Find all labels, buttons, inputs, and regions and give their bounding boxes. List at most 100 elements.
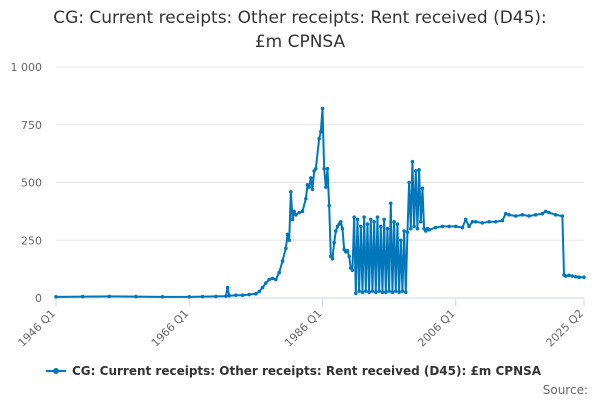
data-point [463, 217, 468, 222]
data-point [224, 294, 228, 298]
data-point [284, 246, 288, 251]
data-point [294, 213, 298, 217]
data-point [285, 232, 290, 237]
y-tick-label: 0 [35, 292, 42, 305]
data-point [352, 215, 356, 219]
data-point [374, 290, 378, 295]
data-point [507, 213, 511, 217]
data-point [410, 159, 415, 164]
data-point [267, 277, 272, 282]
legend[interactable]: CG: Current receipts: Other receipts: Re… [46, 364, 566, 378]
data-point [500, 218, 505, 223]
data-point [543, 209, 548, 214]
data-point [327, 203, 331, 208]
data-point [393, 289, 398, 293]
legend-series-label: CG: Current receipts: Other receipts: Re… [72, 364, 542, 378]
data-point [433, 225, 438, 230]
chart-title-line2: £m CPNSA [254, 32, 346, 52]
data-point [527, 214, 531, 218]
data-point [405, 230, 410, 234]
data-point [553, 213, 558, 217]
data-point [350, 268, 355, 273]
data-point [227, 293, 232, 298]
data-point [413, 169, 418, 173]
data-point [577, 275, 581, 280]
data-point [560, 214, 565, 218]
data-point [473, 219, 478, 224]
data-point [187, 295, 192, 299]
data-point [420, 186, 425, 191]
data-point [287, 238, 291, 243]
data-point [319, 129, 323, 134]
data-point [225, 285, 230, 290]
data-point [365, 222, 370, 226]
x-tick-label: 2006 Q1 [415, 307, 458, 350]
data-point [300, 209, 305, 214]
data-point [214, 294, 218, 299]
data-point [378, 224, 383, 229]
data-point [440, 224, 445, 229]
data-point [317, 136, 321, 141]
data-point [297, 210, 301, 215]
data-point [582, 275, 586, 280]
data-point [520, 213, 525, 217]
data-point [487, 219, 491, 224]
data-point [427, 228, 431, 232]
x-tick-label: 1986 Q1 [282, 307, 325, 350]
data-point [392, 219, 396, 224]
chart-title-line1: CG: Current receipts: Other receipts: Re… [53, 8, 547, 28]
data-point [339, 219, 343, 224]
data-point [398, 238, 403, 243]
data-point [264, 281, 268, 285]
data-point [563, 274, 568, 278]
data-point [407, 180, 411, 185]
data-point [447, 224, 451, 229]
data-point [372, 219, 376, 224]
data-point [200, 294, 205, 299]
data-point [260, 285, 265, 290]
series-group [54, 106, 586, 299]
x-axis-ticks: 1946 Q1 1966 Q1 1986 Q1 2006 Q1 2025 Q2 [16, 298, 586, 350]
data-point [320, 106, 325, 111]
data-point [309, 176, 313, 180]
data-point [247, 292, 252, 297]
data-point [370, 289, 375, 293]
data-point [390, 290, 395, 295]
data-point [369, 217, 373, 222]
series-line [55, 107, 584, 298]
data-point [453, 224, 458, 229]
data-point [377, 289, 381, 293]
data-point [383, 290, 388, 295]
data-point [417, 167, 421, 172]
data-point [573, 274, 578, 279]
data-point [332, 240, 336, 245]
data-point [402, 229, 406, 233]
data-point [467, 224, 471, 229]
data-point [470, 219, 475, 224]
data-point [357, 289, 361, 293]
y-tick-label: 1 000 [11, 61, 43, 74]
data-point [503, 211, 508, 216]
data-point [274, 277, 278, 282]
data-point [388, 201, 393, 206]
data-point [307, 185, 311, 189]
data-point [403, 290, 408, 295]
data-point [310, 187, 315, 192]
data-point [400, 289, 405, 293]
data-point [330, 256, 335, 261]
data-point [540, 211, 545, 216]
data-point [80, 294, 85, 299]
data-point [304, 196, 308, 201]
data-point [340, 226, 345, 231]
data-point [547, 210, 551, 215]
data-point [134, 294, 138, 299]
data-point [322, 166, 326, 171]
data-point [367, 290, 371, 295]
data-point [418, 219, 423, 224]
data-point [513, 214, 518, 218]
y-axis-ticks: 0 250 500 750 1 000 [11, 61, 43, 305]
y-tick-label: 500 [21, 177, 42, 190]
data-point [375, 215, 380, 219]
data-point [290, 217, 295, 222]
